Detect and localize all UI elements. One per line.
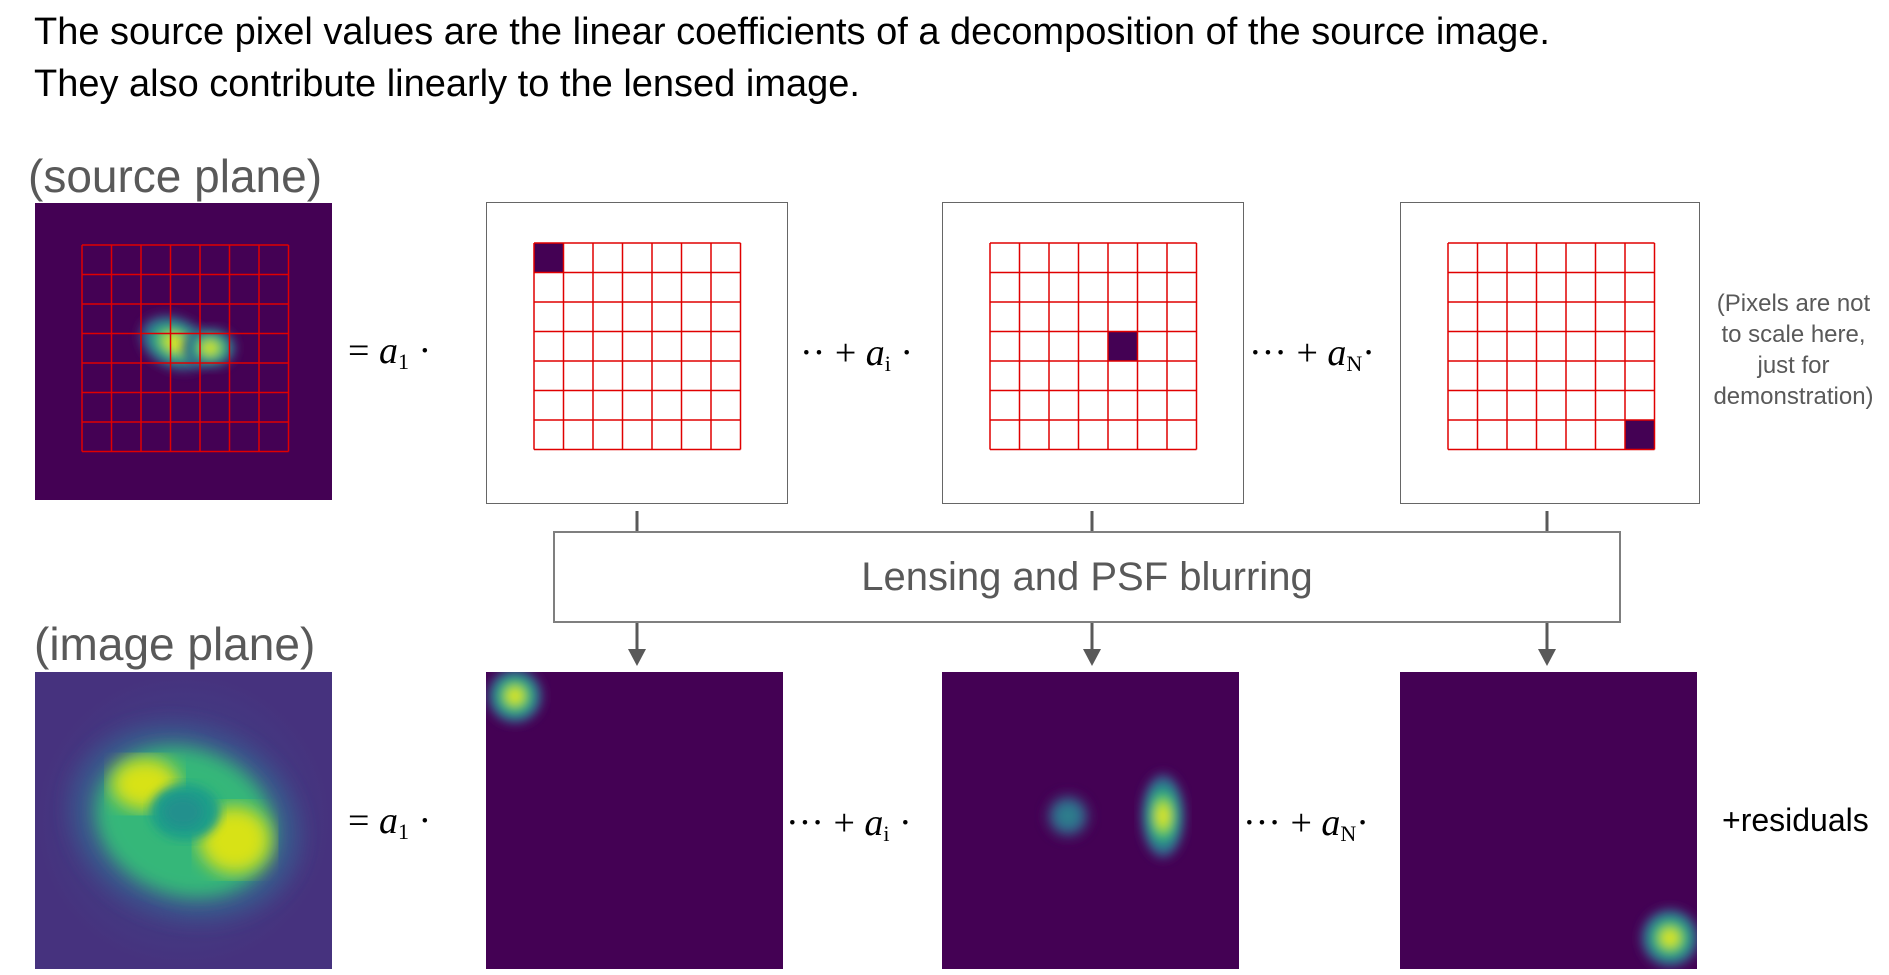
coef-ai-bottom: ··· + ai ·: [786, 802, 912, 846]
image-plane-label: (image plane): [34, 618, 316, 670]
lensed-basis-image-2: [942, 672, 1239, 969]
basis-grid-2: [989, 242, 1198, 451]
basis-grid-1: [533, 242, 742, 451]
note-line-4: demonstration): [1713, 383, 1874, 410]
source-plane-image: [35, 203, 332, 500]
scale-note: (Pixels are not to scale here, just for …: [1698, 288, 1889, 412]
active-pixel: [534, 243, 564, 273]
header-line-1: The source pixel values are the linear c…: [34, 11, 1550, 53]
basis-pixel-frame-3: [1400, 202, 1700, 504]
lensed-basis-image-3: [1400, 672, 1697, 969]
note-line-1: (Pixels are not: [1716, 290, 1871, 317]
residuals-term: +residuals: [1722, 802, 1869, 838]
active-pixel: [1625, 420, 1655, 450]
basis-pixel-frame-1: [486, 202, 788, 504]
note-line-2: to scale here,: [1721, 321, 1866, 348]
arrow-head-2: [1083, 649, 1101, 666]
lensing-psf-box: Lensing and PSF blurring: [553, 531, 1621, 623]
coef-aN-bottom: ··· + aN·: [1243, 802, 1369, 846]
basis-pixel-frame-2: [942, 202, 1244, 504]
image-plane-image: [35, 672, 332, 969]
lensed-basis-image-1: [486, 672, 783, 969]
header-text: The source pixel values are the linear c…: [34, 6, 1550, 110]
active-pixel: [1108, 331, 1138, 361]
note-line-3: just for: [1757, 352, 1830, 379]
source-grid: [81, 244, 290, 453]
basis-grid-3: [1447, 242, 1656, 451]
arrow-head-3: [1538, 649, 1556, 666]
coef-ai-top: ·· + ai ·: [800, 332, 914, 376]
header-line-2: They also contribute linearly to the len…: [34, 63, 860, 105]
coef-aN-top: ··· + aN·: [1249, 332, 1375, 376]
coef-a1-bottom: = a1 ·: [348, 800, 432, 844]
coef-a1-top: = a1 ·: [348, 330, 432, 374]
source-plane-label: (source plane): [28, 150, 323, 202]
arrow-head-1: [628, 649, 646, 666]
